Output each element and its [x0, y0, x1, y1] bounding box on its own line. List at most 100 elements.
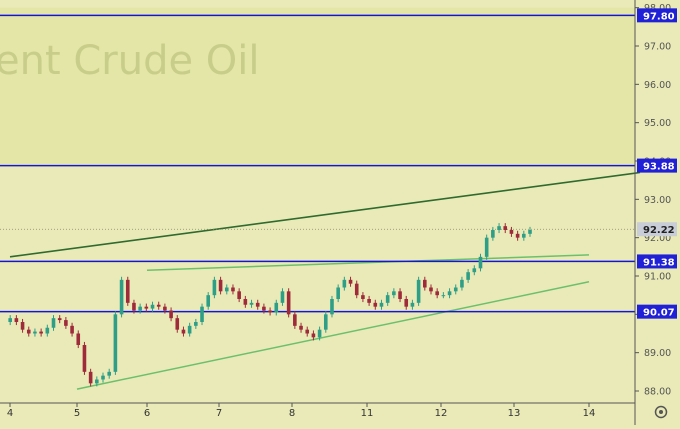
candle-body — [478, 256, 483, 269]
candle-body — [367, 299, 371, 303]
candle-body — [472, 268, 477, 273]
candle-body — [119, 279, 124, 315]
candle-body — [107, 371, 111, 376]
candle-body — [280, 291, 285, 303]
candle-body — [132, 302, 136, 311]
settings-button[interactable] — [654, 405, 668, 419]
candle-body — [392, 291, 396, 296]
x-tick-label: 7 — [216, 408, 222, 419]
x-tick-label: 13 — [508, 408, 521, 419]
y-tick-label: 95.00 — [644, 118, 671, 129]
candle-body — [194, 322, 198, 326]
y-tick-label: 89.00 — [644, 348, 671, 359]
candle-body — [175, 318, 180, 330]
candle-body — [491, 230, 495, 238]
candle-body — [293, 314, 297, 326]
candle-body — [429, 287, 433, 292]
x-tick-label: 11 — [361, 408, 374, 419]
candle-body — [379, 302, 384, 307]
candle-body — [26, 329, 31, 334]
candle-body — [237, 291, 241, 300]
candle-body — [224, 287, 229, 292]
candle-body — [416, 279, 421, 303]
trendline-1 — [146, 254, 590, 272]
candle-body — [528, 230, 532, 234]
candle-body — [20, 322, 25, 330]
candle-body — [187, 325, 192, 334]
level-label-bg — [637, 254, 677, 269]
level-label-bg — [637, 304, 677, 319]
candle-body — [64, 320, 68, 326]
candle-body — [373, 302, 378, 307]
x-tick-label: 5 — [74, 408, 80, 419]
candle-body — [460, 279, 464, 288]
candle-body — [323, 314, 328, 330]
candle-body — [305, 329, 310, 334]
candle-body — [509, 230, 514, 234]
candle-body — [441, 295, 446, 297]
candle-body — [435, 291, 439, 296]
trendline-2 — [76, 281, 590, 390]
candle-body — [8, 318, 12, 323]
x-axis-ticks: 4 5 6 7 8 11 12 13 14 — [7, 403, 595, 419]
candle-body — [299, 325, 303, 330]
candle-body — [342, 279, 347, 288]
candle-body — [76, 333, 81, 346]
level-label-bg — [637, 8, 677, 23]
level-label-bg — [637, 158, 677, 173]
candle-body — [447, 291, 452, 296]
candle-body — [39, 331, 43, 334]
candle-body — [101, 375, 105, 380]
candle-body — [169, 310, 173, 319]
candle-body — [125, 279, 130, 303]
x-tick-label: 6 — [144, 408, 150, 419]
candle-body — [138, 306, 142, 311]
candle-body — [311, 333, 316, 338]
candle-body — [330, 299, 334, 315]
level-label: 93.88 — [643, 162, 675, 173]
candle-body — [503, 226, 508, 231]
candle-body — [33, 331, 37, 334]
y-tick-label: 91.00 — [644, 272, 671, 283]
candle-body — [336, 287, 340, 300]
candle-body — [57, 318, 62, 321]
candle-body — [218, 279, 223, 292]
gear-icon-center — [659, 410, 663, 414]
candle-body — [286, 291, 291, 315]
candle-body — [150, 304, 155, 309]
candle-body — [410, 302, 415, 307]
trendline-0 — [9, 171, 641, 258]
level-label: 91.38 — [643, 257, 675, 268]
candle-body — [206, 295, 211, 307]
candle-body — [200, 306, 204, 323]
candle-body — [95, 379, 99, 384]
candle-body — [453, 287, 458, 292]
candle-body — [51, 318, 56, 328]
x-tick-label: 12 — [435, 408, 448, 419]
candle-body — [274, 302, 279, 313]
candle-body — [163, 306, 167, 311]
candle-body — [243, 299, 248, 305]
candle-body — [522, 233, 526, 238]
candle-body — [70, 325, 74, 334]
candle-body — [348, 279, 353, 284]
x-tick-label: 8 — [289, 408, 295, 419]
candle-body — [181, 329, 186, 334]
x-tick-label: 4 — [7, 408, 13, 419]
y-tick-label: 93.00 — [644, 195, 671, 206]
candle-body — [82, 345, 87, 372]
candle-body — [497, 226, 501, 231]
upper-highlight-zone — [0, 7, 635, 166]
candle-body — [268, 310, 272, 313]
candle-body — [354, 283, 359, 296]
candle-body — [231, 287, 235, 292]
candle-body — [113, 314, 118, 372]
candle-body — [45, 327, 50, 334]
y-tick-label: 96.00 — [644, 80, 671, 91]
candle-body — [317, 329, 322, 338]
candle-body — [398, 291, 402, 300]
price-level-labels: 97.80 93.88 91.38 90.07 92.22 — [637, 8, 677, 319]
level-label: 90.07 — [643, 308, 675, 319]
